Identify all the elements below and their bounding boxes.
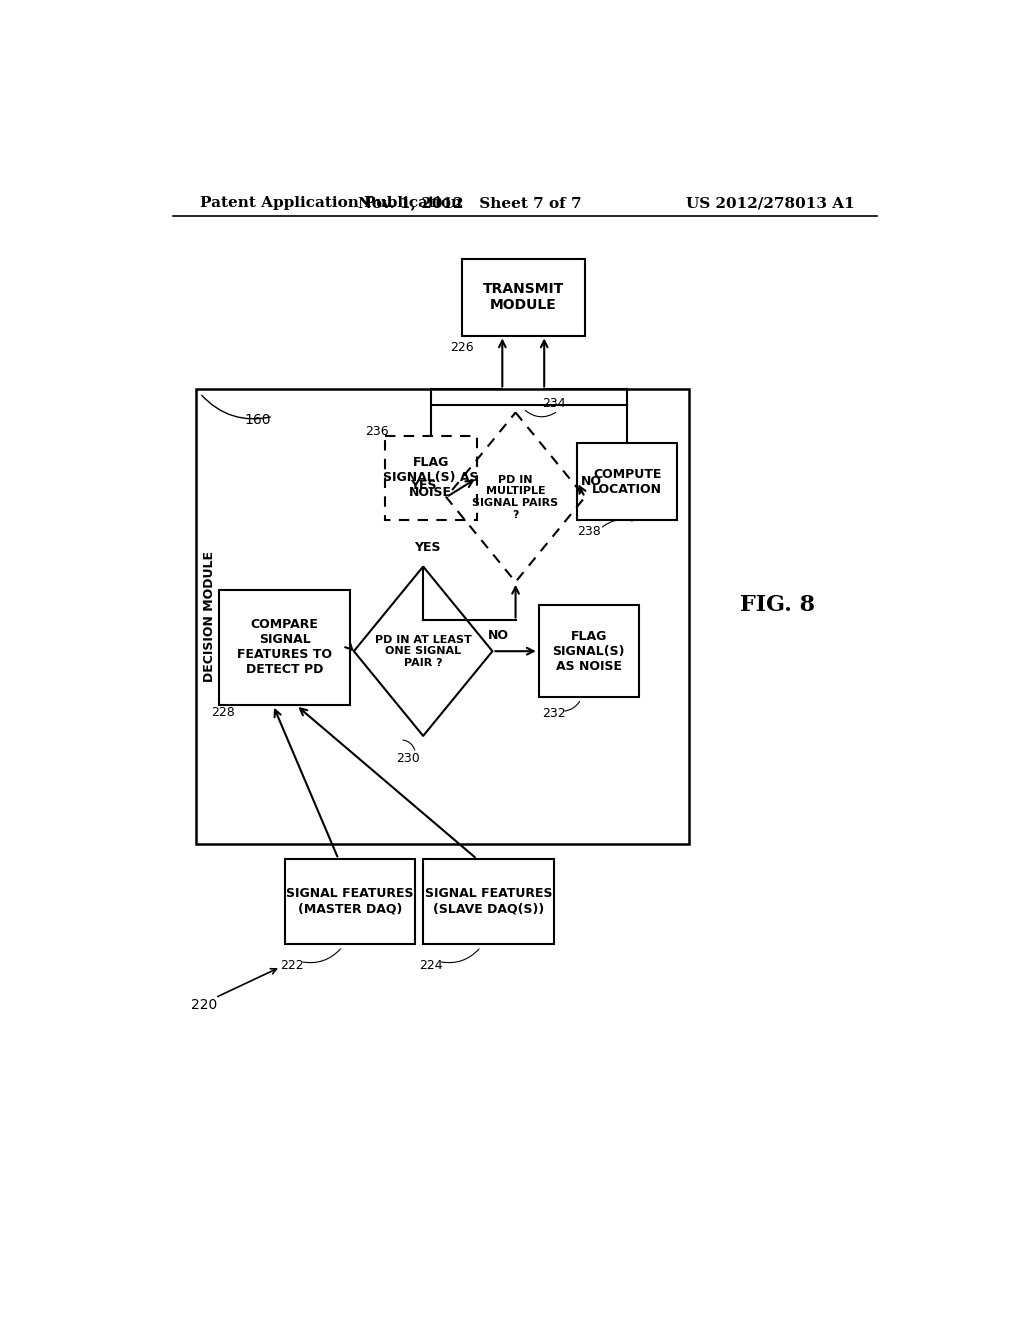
Text: COMPARE
SIGNAL
FEATURES TO
DETECT PD: COMPARE SIGNAL FEATURES TO DETECT PD [238, 618, 332, 676]
Bar [285, 859, 416, 944]
Text: DECISION MODULE: DECISION MODULE [204, 550, 216, 682]
Text: US 2012/278013 A1: US 2012/278013 A1 [686, 197, 854, 210]
Text: 224: 224 [419, 958, 442, 972]
Bar [423, 859, 554, 944]
Text: 226: 226 [450, 341, 473, 354]
Text: YES: YES [414, 541, 440, 554]
Text: SIGNAL FEATURES
(SLAVE DAQ(S)): SIGNAL FEATURES (SLAVE DAQ(S)) [425, 887, 552, 916]
Text: 222: 222 [281, 958, 304, 972]
Bar [578, 444, 677, 520]
Text: PD IN AT LEAST
ONE SIGNAL
PAIR ?: PD IN AT LEAST ONE SIGNAL PAIR ? [375, 635, 471, 668]
Text: Patent Application Publication: Patent Application Publication [200, 197, 462, 210]
Text: NO: NO [581, 475, 601, 488]
Text: 238: 238 [577, 525, 601, 539]
Text: 232: 232 [543, 708, 566, 721]
Text: SIGNAL FEATURES
(MASTER DAQ): SIGNAL FEATURES (MASTER DAQ) [287, 887, 414, 916]
Text: NO: NO [488, 630, 509, 643]
Text: 236: 236 [366, 425, 389, 438]
Bar [196, 389, 689, 843]
Text: YES: YES [410, 479, 436, 492]
Text: 230: 230 [396, 752, 420, 766]
Text: PD IN
MULTIPLE
SIGNAL PAIRS
?: PD IN MULTIPLE SIGNAL PAIRS ? [472, 475, 559, 520]
Text: FLAG
SIGNAL(S)
AS NOISE: FLAG SIGNAL(S) AS NOISE [553, 630, 625, 673]
Bar [219, 590, 350, 705]
Bar [462, 259, 585, 335]
Text: 160: 160 [245, 413, 271, 428]
Text: 234: 234 [543, 397, 566, 409]
Text: FLAG
SIGNAL(S) AS
NOISE: FLAG SIGNAL(S) AS NOISE [383, 457, 478, 499]
Text: 220: 220 [190, 998, 217, 1012]
Text: COMPUTE
LOCATION: COMPUTE LOCATION [592, 467, 663, 496]
Bar [385, 436, 477, 520]
Text: FIG. 8: FIG. 8 [739, 594, 815, 616]
Text: Nov. 1, 2012   Sheet 7 of 7: Nov. 1, 2012 Sheet 7 of 7 [357, 197, 582, 210]
Bar [539, 605, 639, 697]
Text: TRANSMIT
MODULE: TRANSMIT MODULE [482, 282, 564, 312]
Text: 228: 228 [211, 706, 234, 719]
